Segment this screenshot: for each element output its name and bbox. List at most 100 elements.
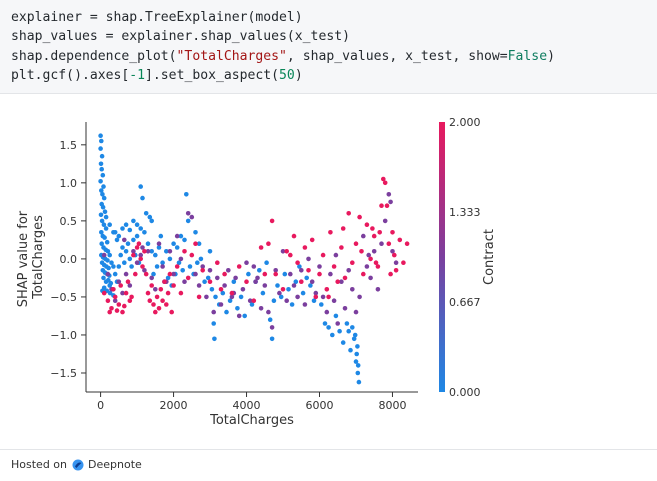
- data-point: [251, 298, 257, 303]
- data-point: [353, 241, 359, 246]
- code-cell[interactable]: explainer = shap.TreeExplainer(model) sh…: [0, 0, 657, 94]
- code-token: False: [507, 48, 548, 64]
- data-point: [233, 275, 238, 281]
- data-point: [122, 303, 127, 309]
- x-tick-label: 0: [97, 399, 104, 412]
- y-tick-label: −0.5: [50, 291, 77, 304]
- data-point: [151, 302, 156, 307]
- data-point: [153, 287, 158, 292]
- y-tick-label: 0.5: [60, 215, 78, 228]
- data-point: [260, 290, 266, 296]
- data-point: [182, 249, 187, 254]
- data-point: [215, 260, 220, 265]
- data-point: [100, 172, 106, 178]
- data-point: [375, 264, 381, 269]
- data-point: [109, 306, 114, 311]
- data-point: [99, 138, 104, 144]
- data-point: [326, 294, 331, 300]
- colorbar-tick-label: 0.000: [449, 386, 481, 399]
- data-point: [103, 214, 109, 220]
- data-point: [122, 260, 127, 265]
- data-point: [236, 264, 242, 269]
- colorbar-ticks: 2.000 1.333 0.667 0.000: [449, 116, 481, 399]
- data-point: [99, 241, 104, 246]
- data-point: [122, 237, 127, 243]
- data-point: [189, 252, 195, 258]
- y-axis-label-line-2: TotalCharges: [31, 215, 46, 300]
- data-point: [335, 321, 341, 326]
- data-point: [158, 233, 164, 239]
- data-point: [392, 252, 397, 258]
- data-point: [207, 249, 213, 254]
- data-point: [346, 211, 352, 216]
- data-point: [375, 287, 381, 292]
- data-point: [174, 245, 180, 250]
- data-point: [100, 192, 105, 197]
- data-point: [342, 275, 348, 281]
- data-point: [355, 344, 360, 349]
- data-point: [101, 275, 106, 281]
- data-point: [335, 279, 341, 284]
- data-point: [215, 275, 220, 281]
- data-point: [205, 275, 211, 281]
- data-point: [165, 275, 171, 281]
- data-point: [171, 283, 176, 288]
- data-point: [306, 268, 311, 273]
- data-point: [127, 227, 133, 233]
- data-point: [213, 294, 218, 300]
- data-point: [258, 306, 264, 311]
- data-point: [118, 283, 123, 288]
- data-point: [123, 249, 129, 254]
- data-point: [102, 235, 107, 240]
- x-tick-label: 2000: [160, 399, 188, 412]
- data-point: [154, 294, 160, 300]
- data-point: [339, 279, 344, 284]
- data-point: [350, 260, 355, 265]
- data-point: [149, 218, 154, 224]
- data-point: [308, 283, 313, 288]
- data-point: [99, 188, 104, 193]
- data-point: [289, 302, 295, 307]
- hosted-on-badge[interactable]: Hosted on Deepnote: [11, 458, 142, 471]
- data-point: [112, 298, 118, 303]
- data-point: [209, 287, 215, 292]
- data-point: [229, 294, 235, 300]
- data-point: [114, 237, 120, 243]
- data-point: [388, 271, 393, 277]
- data-point: [324, 309, 330, 315]
- data-point: [105, 298, 111, 303]
- data-point: [322, 321, 328, 326]
- data-point: [151, 271, 156, 277]
- data-point: [98, 179, 103, 184]
- data-point: [131, 252, 136, 258]
- data-point: [143, 211, 149, 216]
- data-point: [313, 294, 319, 300]
- data-point: [357, 214, 362, 220]
- code-editor[interactable]: explainer = shap.TreeExplainer(model) sh…: [11, 8, 555, 86]
- data-point: [247, 298, 253, 303]
- x-axis-label: TotalCharges: [209, 413, 294, 428]
- data-point: [116, 279, 122, 284]
- data-point: [226, 268, 231, 273]
- data-point: [320, 294, 326, 300]
- data-point: [295, 294, 300, 300]
- colorbar-gradient: [439, 122, 445, 392]
- data-point: [377, 230, 383, 235]
- data-point: [182, 279, 187, 284]
- data-point: [269, 336, 275, 342]
- data-point: [171, 241, 176, 246]
- data-point: [381, 176, 386, 182]
- data-point: [98, 146, 103, 151]
- data-point: [330, 332, 335, 338]
- dependence-plot: 0 2000 4000 6000 8000 1.5 1.0 0.5 0.0 −0.5 −1.0 −1…: [16, 116, 497, 428]
- data-point: [105, 258, 110, 263]
- data-point: [200, 268, 205, 273]
- data-point: [111, 230, 116, 235]
- data-point: [134, 260, 140, 265]
- data-point: [242, 313, 247, 319]
- cell-output: 0 2000 4000 6000 8000 1.5 1.0 0.5 0.0 −0.5 −1.0 −1…: [0, 94, 657, 448]
- x-tick-label: 6000: [305, 399, 333, 412]
- code-token: shap_values = explainer.shap_values(x_te…: [11, 29, 350, 45]
- data-point: [189, 214, 195, 220]
- data-point: [390, 230, 395, 235]
